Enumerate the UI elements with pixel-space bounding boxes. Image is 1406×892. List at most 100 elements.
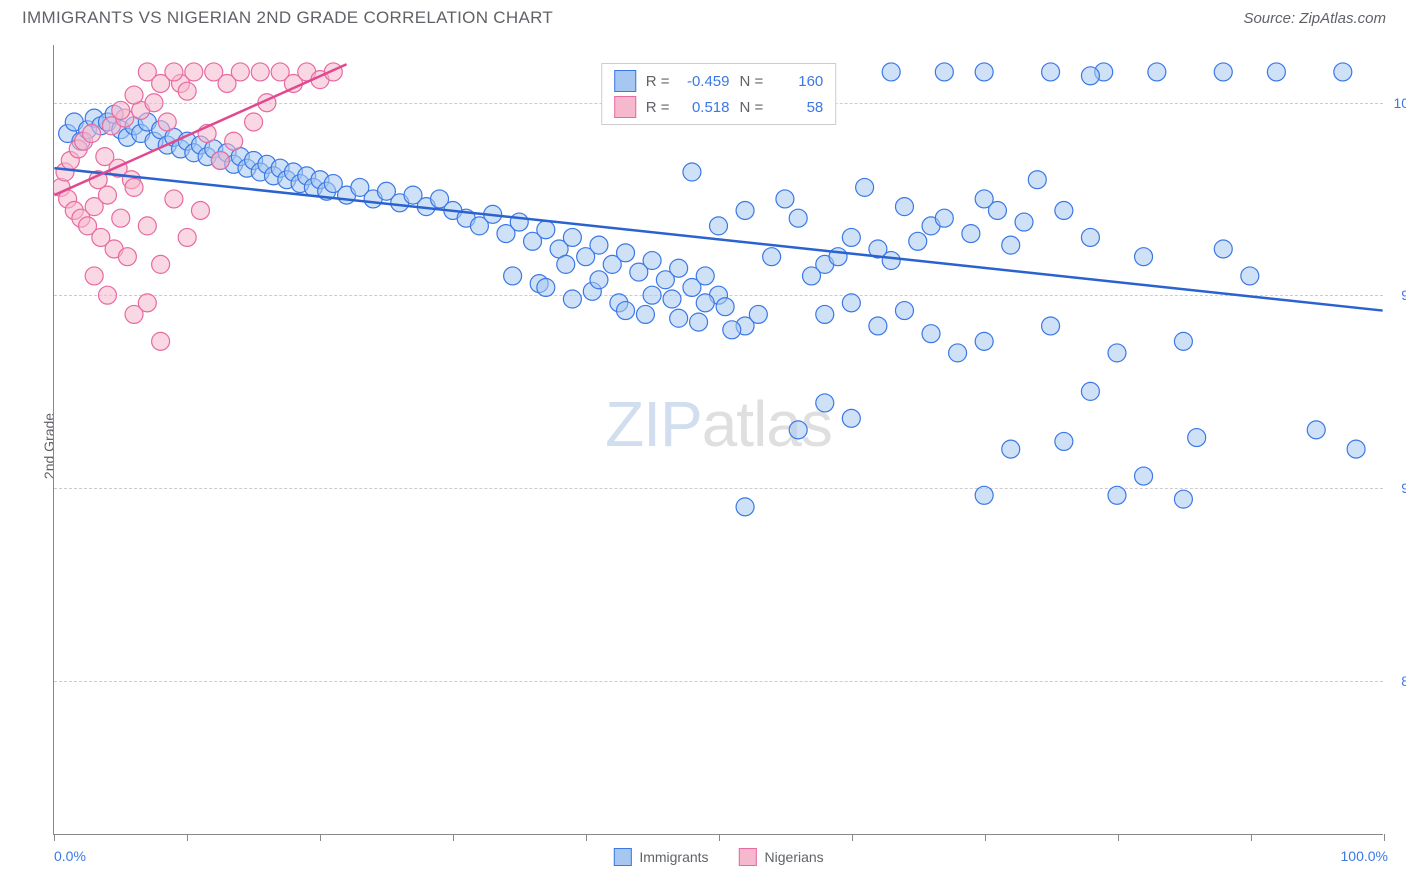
data-point <box>869 317 887 335</box>
data-point <box>231 63 249 81</box>
data-point <box>962 225 980 243</box>
y-tick-label: 95.0% <box>1401 287 1406 303</box>
data-point <box>975 63 993 81</box>
data-point <box>922 325 940 343</box>
data-point <box>690 313 708 331</box>
stat-r-label: R = <box>646 73 670 90</box>
y-tick-label: 85.0% <box>1401 673 1406 689</box>
data-point <box>975 486 993 504</box>
data-point <box>842 228 860 246</box>
data-point <box>211 151 229 169</box>
data-point <box>225 132 243 150</box>
data-point <box>1081 382 1099 400</box>
data-point <box>1174 490 1192 508</box>
data-point <box>1135 248 1153 266</box>
data-point <box>1108 344 1126 362</box>
x-tick <box>852 834 853 841</box>
data-point <box>85 267 103 285</box>
data-point <box>1028 171 1046 189</box>
chart-title: IMMIGRANTS VS NIGERIAN 2ND GRADE CORRELA… <box>22 8 553 28</box>
data-point <box>975 332 993 350</box>
stat-r-immigrants: -0.459 <box>680 73 730 90</box>
data-point <box>165 190 183 208</box>
legend-swatch-immigrants <box>613 848 631 866</box>
data-point <box>125 178 143 196</box>
stats-row-nigerians: R = 0.518 N = 58 <box>614 96 824 118</box>
data-point <box>112 101 130 119</box>
data-point <box>152 255 170 273</box>
data-point <box>1188 429 1206 447</box>
data-point <box>504 267 522 285</box>
x-tick <box>985 834 986 841</box>
data-point <box>683 163 701 181</box>
legend-label-immigrants: Immigrants <box>639 849 708 865</box>
stats-swatch-immigrants <box>614 70 636 92</box>
data-point <box>1002 236 1020 254</box>
data-point <box>643 252 661 270</box>
data-point <box>537 221 555 239</box>
x-axis-max-label: 100.0% <box>1341 848 1388 864</box>
data-point <box>590 271 608 289</box>
data-point <box>789 421 807 439</box>
data-point <box>749 305 767 323</box>
data-point <box>251 63 269 81</box>
data-point <box>882 252 900 270</box>
x-tick <box>586 834 587 841</box>
data-point <box>98 286 116 304</box>
data-point <box>138 217 156 235</box>
data-point <box>816 305 834 323</box>
stat-n-immigrants: 160 <box>773 73 823 90</box>
data-point <box>1055 202 1073 220</box>
data-point <box>1042 317 1060 335</box>
data-point <box>882 63 900 81</box>
data-point <box>1307 421 1325 439</box>
data-point <box>935 63 953 81</box>
data-point <box>1081 228 1099 246</box>
data-point <box>145 94 163 112</box>
data-point <box>1081 67 1099 85</box>
data-point <box>763 248 781 266</box>
data-point <box>617 244 635 262</box>
data-point <box>112 209 130 227</box>
data-point <box>1015 213 1033 231</box>
data-point <box>723 321 741 339</box>
x-tick <box>1384 834 1385 841</box>
data-point <box>245 113 263 131</box>
data-point <box>537 278 555 296</box>
data-point <box>1108 486 1126 504</box>
x-tick <box>453 834 454 841</box>
data-point <box>178 228 196 246</box>
data-point <box>158 113 176 131</box>
data-point <box>98 186 116 204</box>
data-point <box>716 298 734 316</box>
data-point <box>663 290 681 308</box>
data-point <box>557 255 575 273</box>
data-point <box>1174 332 1192 350</box>
data-point <box>909 232 927 250</box>
data-point <box>975 190 993 208</box>
data-point <box>1267 63 1285 81</box>
data-point <box>1135 467 1153 485</box>
data-point <box>670 259 688 277</box>
data-point <box>1042 63 1060 81</box>
legend-swatch-nigerians <box>739 848 757 866</box>
data-point <box>1002 440 1020 458</box>
data-point <box>185 63 203 81</box>
stat-n-label: N = <box>740 73 764 90</box>
scatter-plot-svg <box>54 45 1383 834</box>
data-point <box>178 82 196 100</box>
data-point <box>1148 63 1166 81</box>
data-point <box>125 86 143 104</box>
data-point <box>802 267 820 285</box>
x-tick <box>187 834 188 841</box>
data-point <box>710 217 728 235</box>
data-point <box>617 302 635 320</box>
data-point <box>1347 440 1365 458</box>
data-point <box>563 228 581 246</box>
data-point <box>191 202 209 220</box>
data-point <box>736 498 754 516</box>
x-axis-min-label: 0.0% <box>54 848 86 864</box>
data-point <box>83 125 101 143</box>
data-point <box>643 286 661 304</box>
correlation-stats-box: R = -0.459 N = 160 R = 0.518 N = 58 <box>601 63 837 125</box>
